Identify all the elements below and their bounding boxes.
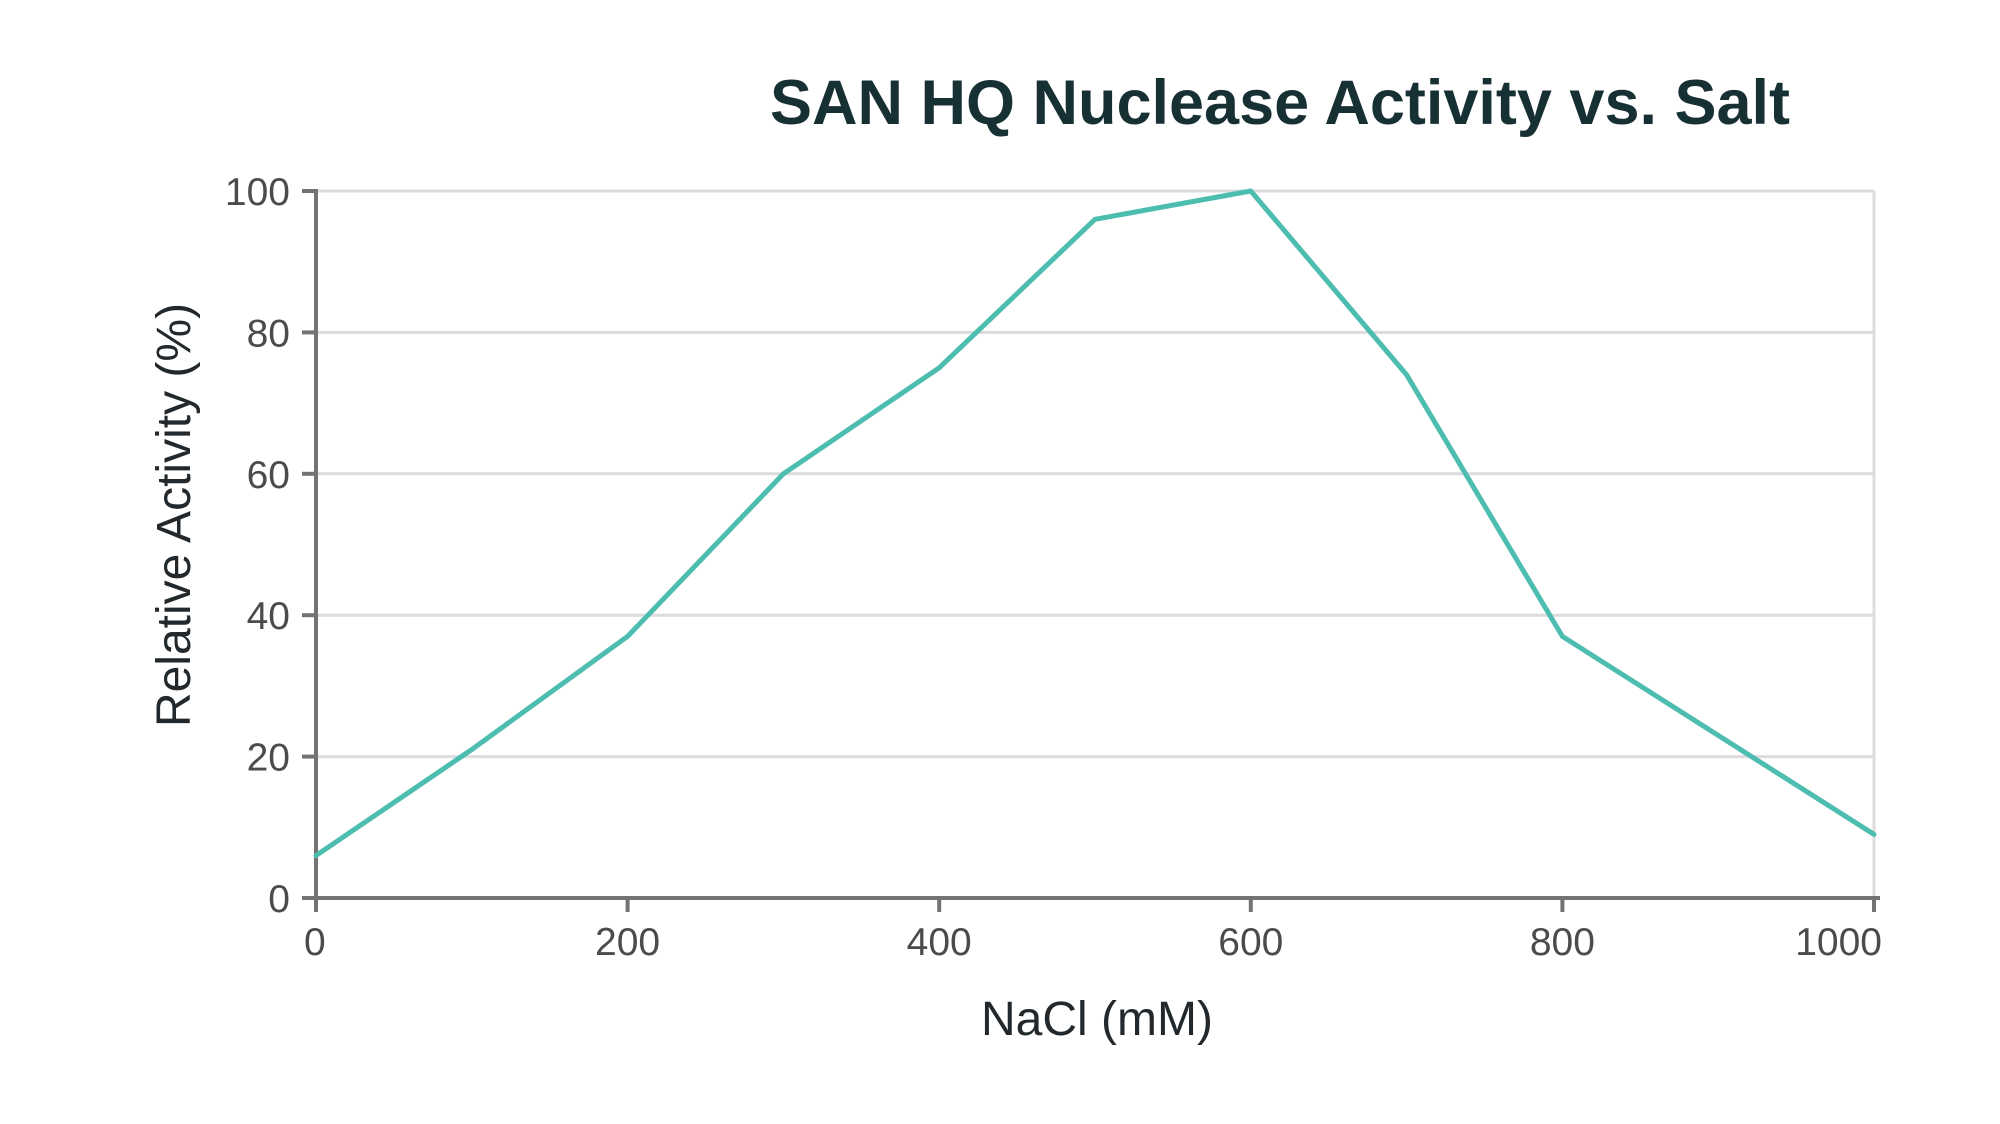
chart-title: SAN HQ Nuclease Activity vs. Salt [770,68,1790,138]
y-tick-label: 0 [268,878,290,921]
data-point [1405,373,1408,376]
y-tick-label: 80 [247,312,290,355]
y-tick-label: 20 [247,737,290,780]
data-point [1561,635,1564,638]
data-point [1249,190,1252,193]
y-tick-label: 100 [225,171,290,214]
data-point [1094,218,1097,221]
data-point [1873,833,1876,836]
data-point [470,748,473,751]
axes [302,189,1880,912]
data-series [313,188,1877,859]
data-point [626,635,629,638]
x-tick-label: 800 [1530,921,1595,964]
y-tick-label: 40 [247,595,290,638]
gridlines [316,189,1876,898]
x-tick-label: 200 [595,921,660,964]
data-point [938,366,941,369]
x-tick-label: 1000 [1795,921,1882,964]
data-point [782,472,785,475]
y-axis-label: Relative Activity (%) [148,303,201,727]
data-point [315,854,318,857]
series-line [313,188,1877,859]
y-tick-label: 60 [247,454,290,497]
x-tick-label: 600 [1218,921,1283,964]
x-axis-label: NaCl (mM) [981,993,1213,1046]
x-tick-label: 400 [907,921,972,964]
data-point [1717,734,1720,737]
x-tick-label: 0 [304,921,326,964]
